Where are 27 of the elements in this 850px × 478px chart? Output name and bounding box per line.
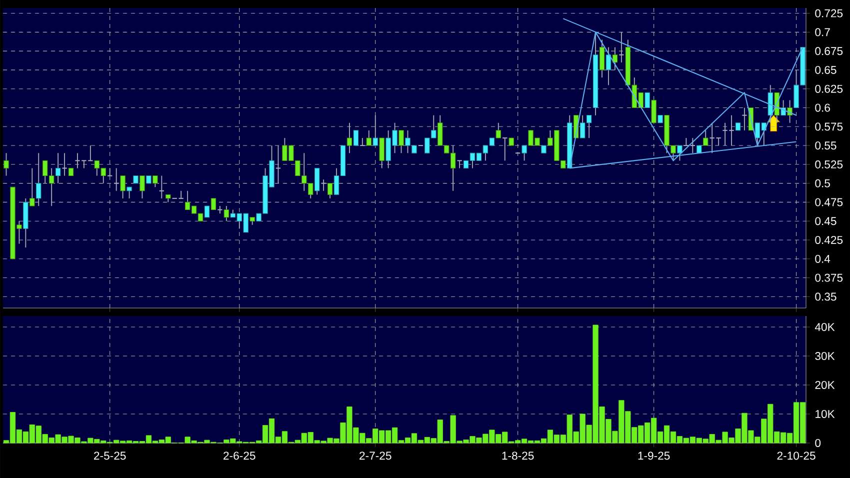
y-tick-label: 0.375: [815, 274, 843, 282]
y-tick-label: 0.35: [815, 292, 836, 301]
y-tick-label: 0.475: [815, 198, 843, 206]
y-tick-label: 0.4: [815, 254, 830, 263]
y-tick-label: 0.7: [815, 28, 830, 36]
y-tick-label: 0.725: [815, 9, 843, 18]
y-tick-label: 30K: [815, 352, 835, 360]
y-tick-label: 0.5: [815, 179, 830, 188]
y-tick-label: 0.55: [815, 142, 836, 150]
x-tick-label: 1-8-25: [502, 452, 534, 460]
y-tick-label: 0.525: [815, 160, 843, 168]
y-tick-label: 0.45: [815, 217, 836, 226]
y-tick-label: 0.65: [815, 66, 836, 74]
x-tick-label: 2-5-25: [94, 452, 126, 460]
y-tick-label: 0: [815, 438, 821, 447]
y-tick-label: 0.575: [815, 122, 843, 131]
y-tick-label: 20K: [815, 380, 835, 389]
x-tick-label: 2-7-25: [360, 452, 392, 460]
x-tick-label: 2-10-25: [777, 452, 816, 460]
y-tick-label: 0.6: [815, 104, 830, 112]
y-tick-label: 10K: [816, 410, 835, 418]
y-tick-label: 0.425: [815, 236, 843, 244]
x-tick-label: 1-9-25: [638, 452, 670, 460]
x-tick-label: 2-6-25: [224, 452, 256, 460]
y-tick-label: 0.675: [815, 47, 843, 56]
y-tick-label: 40K: [814, 323, 835, 332]
y-tick-label: 0.625: [815, 84, 843, 93]
